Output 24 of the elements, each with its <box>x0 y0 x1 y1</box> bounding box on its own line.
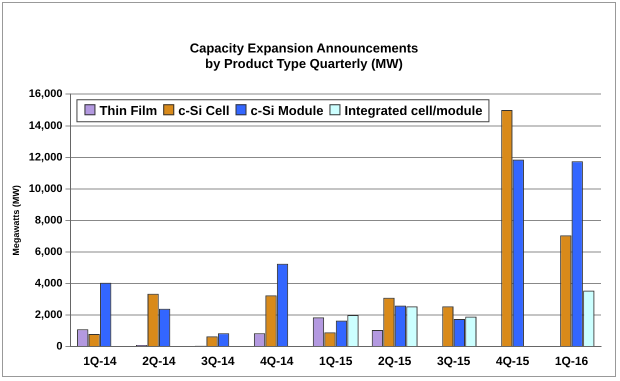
y-axis-title: Megawatts (MW) <box>10 185 21 256</box>
y-tick-label: 2,000 <box>34 309 62 322</box>
y-tick-label: 10,000 <box>28 182 62 195</box>
x-tick-label: 1Q-14 <box>83 354 117 368</box>
x-tick-label: 1Q-15 <box>319 354 353 368</box>
y-tick-label: 4,000 <box>34 278 62 290</box>
x-tick-label: 3Q-15 <box>436 354 471 368</box>
legend-label: c-Si Cell <box>178 102 230 118</box>
x-tick-label: 1Q-16 <box>554 354 589 368</box>
chart-title: Capacity Expansion Announcements by Product Type Quarterly (MW) <box>190 40 418 71</box>
x-tick-label: 2Q-15 <box>378 354 412 368</box>
y-tick-label: 14,000 <box>28 120 62 132</box>
legend-label: Thin Film <box>99 102 158 118</box>
x-tick-label: 2Q-14 <box>142 354 176 368</box>
x-tick-label: 3Q-14 <box>201 354 235 368</box>
y-tick-label: 16,000 <box>28 88 62 100</box>
legend-label: Integrated cell/module <box>344 102 482 118</box>
y-tick-label: 6,000 <box>34 246 62 258</box>
y-tick-label: 8,000 <box>34 214 62 226</box>
legend-label: c-Si Module <box>250 102 324 118</box>
y-tick-label: 12,000 <box>28 151 62 164</box>
y-tick-label: 0 <box>56 340 62 353</box>
x-tick-label: 4Q-14 <box>260 354 294 368</box>
x-tick-label: 4Q-15 <box>496 354 530 368</box>
